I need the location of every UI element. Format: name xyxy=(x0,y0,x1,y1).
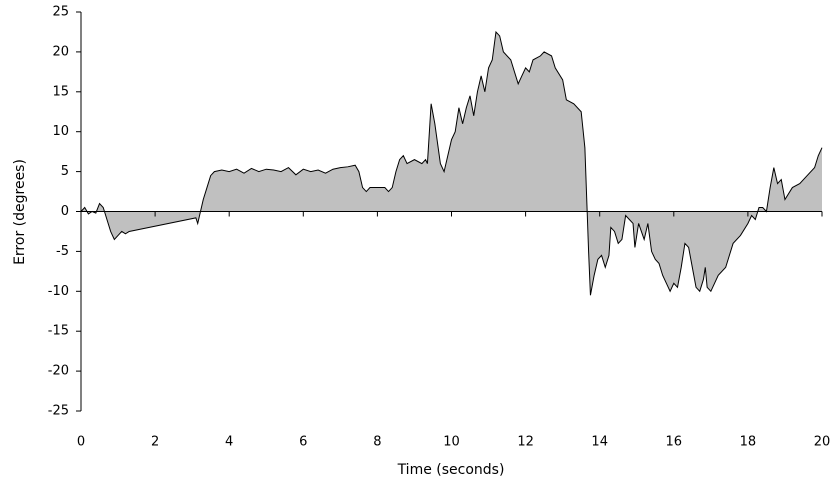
y-axis-label: Error (degrees) xyxy=(12,159,28,265)
x-tick-label: 2 xyxy=(151,435,159,450)
x-tick-label: 16 xyxy=(666,435,683,450)
x-tick-label: 6 xyxy=(299,435,307,450)
y-tick-label: -10 xyxy=(48,284,69,299)
x-tick-label: 0 xyxy=(77,435,85,450)
x-tick-label: 4 xyxy=(225,435,233,450)
x-tick-label: 20 xyxy=(814,435,831,450)
y-tick-label: 0 xyxy=(61,204,69,219)
area xyxy=(81,31,822,296)
y-tick-label: -5 xyxy=(56,244,69,259)
y-tick-label: 15 xyxy=(52,84,69,99)
line xyxy=(80,30,823,296)
x-tick-label: 10 xyxy=(443,435,460,450)
x-tick-label: 8 xyxy=(373,435,381,450)
y-tick-label: -20 xyxy=(48,364,69,379)
y-tick-label: -25 xyxy=(48,404,69,419)
x-axis-label: Time (seconds) xyxy=(397,462,505,478)
y-tick-label: -15 xyxy=(48,324,69,339)
y-tick-label: 5 xyxy=(61,164,69,179)
y-tick-label: 20 xyxy=(52,44,69,59)
x-tick-label: 18 xyxy=(740,435,757,450)
y-tick-label: 25 xyxy=(52,5,69,20)
x-tick-label: 12 xyxy=(517,435,534,450)
y-tick-label: 10 xyxy=(52,124,69,139)
x-tick-label: 14 xyxy=(591,435,608,450)
